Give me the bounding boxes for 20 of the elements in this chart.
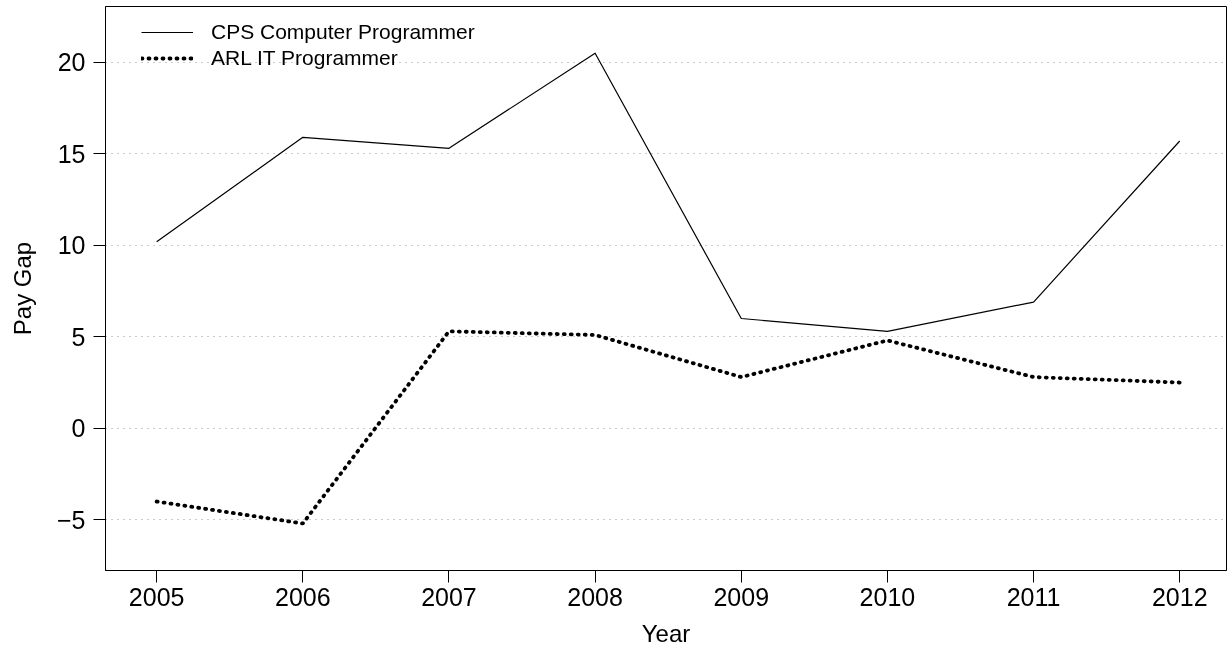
y-tick-label: −5 [57,505,86,534]
x-tick-label: 2010 [859,582,916,611]
x-tick-label: 2007 [421,582,477,611]
x-tick-label: 2012 [1151,582,1208,611]
x-tick-label: 2011 [1006,582,1061,611]
y-tick-label: 15 [57,139,86,168]
legend-label: CPS Computer Programmer [211,19,475,45]
y-tick-label: 20 [57,48,86,77]
y-tick-label: 0 [71,414,86,443]
y-axis-title: Pay Gap [9,241,36,336]
x-axis-title: Year [641,619,691,647]
x-tick-label: 2009 [713,582,770,611]
x-tick-label: 2005 [128,582,185,611]
y-tick-label: 5 [71,322,86,351]
x-tick-label: 2006 [275,582,331,611]
line-series [156,52,1181,332]
y-tick-label: 10 [57,231,86,260]
x-tick-label: 2008 [567,582,623,611]
line-series [154,329,1182,526]
legend-label: ARL IT Programmer [211,45,398,71]
